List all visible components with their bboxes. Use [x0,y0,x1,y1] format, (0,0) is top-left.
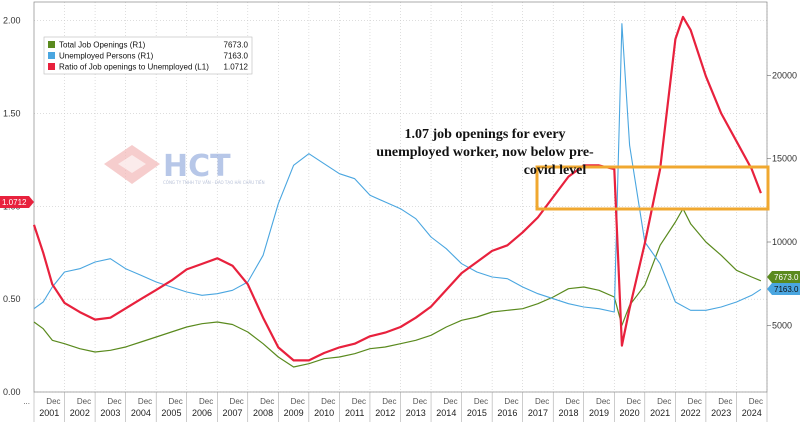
legend-value-unemployed: 7163.0 [224,52,249,61]
year-tick-label: 2019 [589,408,609,418]
year-tick-label: 2002 [70,408,90,418]
legend-label-ratio: Ratio of Job openings to Unemployed (L1) [59,63,209,72]
logo-text: HCT [163,149,231,184]
x-axis: ... Dec Dec Dec Dec Dec Dec Dec Dec Dec Dec Dec Dec D… [23,392,768,422]
year-tick-label: 2021 [650,408,670,418]
dec-tick-label: Dec [199,397,213,406]
dec-tick-label: Dec [138,397,152,406]
left-tick-label: 0.00 [3,387,21,397]
right-tick-label: 5000 [772,320,792,330]
right-tick-label: 15000 [772,154,797,164]
dec-tick-label: Dec [443,397,457,406]
dec-tick-label: Dec [107,397,121,406]
flag-openings-value: 7673.0 [774,273,799,282]
legend-value-ratio: 1.0712 [224,63,249,72]
dec-tick-label: Dec [596,397,610,406]
year-tick-label: 2012 [375,408,395,418]
flag-ratio-value: 1.0712 [2,198,27,207]
right-axis: 5000 10000 15000 20000 [767,70,797,330]
dec-tick-label: Dec [749,397,763,406]
year-tick-label: 2005 [161,408,181,418]
right-tick-label: 10000 [772,237,797,247]
year-tick-label: 2014 [436,408,456,418]
year-tick-label: 2007 [223,408,243,418]
dec-tick-label: Dec [260,397,274,406]
year-tick-label: 2003 [100,408,120,418]
dec-tick-label: Dec [291,397,305,406]
legend-value-openings: 7673.0 [224,41,249,50]
dec-tick-label: Dec [474,397,488,406]
dec-tick-label: Dec [657,397,671,406]
left-tick-label: 1.50 [3,108,21,118]
year-tick-label: 2001 [39,408,59,418]
hct-logo: HCT CÔNG TY TNHH TƯ VẤN - ĐÀO TẠO HẢI CH… [104,145,265,185]
flag-unemployed-shape [767,283,800,295]
dec-tick-label: Dec [627,397,641,406]
dec-tick-label: Dec [413,397,427,406]
year-tick-label: 2018 [558,408,578,418]
logo-subtext: CÔNG TY TNHH TƯ VẤN - ĐÀO TẠO HẢI CHÂU T… [163,179,265,185]
dec-tick-label: Dec [688,397,702,406]
logo-diamond-inner-icon [118,155,146,173]
year-tick-label: 2020 [620,408,640,418]
year-tick-label: 2016 [497,408,517,418]
year-tick-label: 2006 [192,408,212,418]
legend-label-unemployed: Unemployed Persons (R1) [59,52,154,61]
legend: Total Job Openings (R1) 7673.0 Unemploye… [43,36,253,75]
legend-swatch-ratio [48,63,55,70]
dec-tick-label: Dec [535,397,549,406]
annotation-line-2: unemployed worker, now below pre- [376,145,594,160]
annotation-line-3: covid level [524,163,587,178]
legend-swatch-openings [48,41,55,48]
year-tick-label: 2024 [742,408,762,418]
flag-ratio-shape [0,196,34,208]
left-tick-label: 0.50 [3,294,21,304]
year-tick-label: 2008 [253,408,273,418]
dec-tick-label: Dec [168,397,182,406]
flag-unemployed-value: 7163.0 [774,285,799,294]
annotation: 1.07 job openings for every unemployed w… [376,127,594,178]
flag-openings-shape [767,271,800,283]
year-tick-label: 2015 [467,408,487,418]
dec-tick-label: Dec [718,397,732,406]
year-tick-label: 2011 [345,408,364,418]
year-tick-label: 2013 [406,408,426,418]
flag-openings: 7673.0 [767,271,800,283]
dec-tick-label: Dec [504,397,518,406]
dec-tick-label: Dec [566,397,580,406]
dec-tick-label: Dec [382,397,396,406]
dec-tick-label: Dec [230,397,244,406]
legend-label-openings: Total Job Openings (R1) [59,41,146,50]
right-tick-label: 20000 [772,70,797,80]
dec-tick-label: ... [23,397,30,406]
series-line-openings [33,208,762,368]
left-tick-label: 2.00 [3,16,21,26]
year-tick-label: 2004 [131,408,151,418]
year-tick-label: 2022 [681,408,701,418]
dec-tick-label: Dec [46,397,60,406]
annotation-line-1: 1.07 job openings for every [404,127,565,142]
flag-ratio: 1.0712 [0,196,34,208]
dec-tick-label: Dec [321,397,335,406]
series-line-ratio [32,15,762,362]
year-tick-label: 2010 [314,408,334,418]
flag-unemployed: 7163.0 [767,283,800,295]
year-tick-label: 2023 [711,408,731,418]
year-tick-label: 2017 [528,408,548,418]
dec-tick-label: Dec [352,397,366,406]
legend-box [43,36,253,75]
dec-tick-label: Dec [77,397,91,406]
highlight-box [535,165,770,211]
year-tick-label: 2009 [284,408,304,418]
legend-swatch-unemployed [48,52,55,59]
